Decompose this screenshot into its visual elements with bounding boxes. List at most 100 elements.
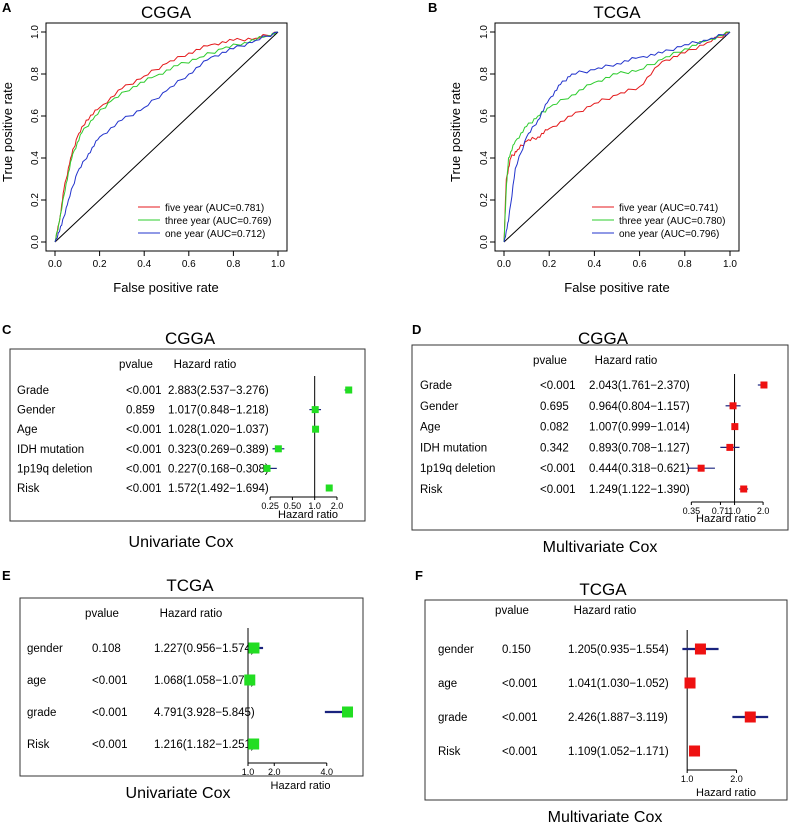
row-hazard-ratio-text: 1.041(1.030−1.052) <box>568 678 669 690</box>
row-hazard-ratio-text: 1.249(1.122−1.390) <box>589 484 690 496</box>
x-tick-label: 1.0 <box>242 767 255 777</box>
row-variable-name: Age <box>17 424 37 436</box>
x-tick-label: 0.8 <box>678 259 692 270</box>
panel-e-letter: E <box>2 568 11 583</box>
panel-b-letter: B <box>428 0 437 15</box>
x-tick-label: 0.50 <box>284 501 302 511</box>
hazard-ratio-marker <box>345 386 353 394</box>
panel-e-title: TCGA <box>166 576 214 595</box>
x-tick-label: 1.0 <box>681 774 694 784</box>
hazard-ratio-marker <box>311 406 319 414</box>
column-header-pvalue: pvalue <box>533 355 567 367</box>
row-pvalue: 0.082 <box>540 422 569 434</box>
row-variable-name: Risk <box>420 484 443 496</box>
diagonal-reference-line <box>54 31 279 243</box>
row-hazard-ratio-text: 1.205(0.935−1.554) <box>568 644 669 656</box>
x-tick-label: 0.4 <box>587 259 601 270</box>
x-tick-label: 0.0 <box>48 259 62 270</box>
hazard-ratio-marker <box>263 464 271 472</box>
row-variable-name: Grade <box>17 385 49 397</box>
y-tick-label: 0.8 <box>30 67 41 81</box>
roc-curve-five <box>54 31 279 243</box>
roc-curve-three <box>54 31 278 243</box>
hazard-ratio-marker <box>312 425 320 433</box>
roc-plot-tcga: 0.0 0.2 0.4 0.6 0.8 1.0 0.0 0.2 0.4 0.6 0.8 1.0 five… <box>479 22 740 270</box>
x-tick-label: 2.0 <box>757 506 770 516</box>
column-header-pvalue: pvalue <box>119 359 153 371</box>
row-hazard-ratio-text: 1.109(1.052−1.171) <box>568 746 669 758</box>
panel-e-caption: Univariate Cox <box>126 785 231 802</box>
legend-label: five year (AUC=0.741) <box>619 203 718 214</box>
panel-b-ylabel: True positive rate <box>448 82 463 182</box>
row-variable-name: age <box>27 675 46 687</box>
x-axis-label: Hazard ratio <box>696 787 756 799</box>
x-tick-label: 1.0 <box>723 259 737 270</box>
y-tick-label: 0.6 <box>479 109 490 123</box>
row-variable-name: Risk <box>27 739 50 751</box>
x-tick-label: 1.0 <box>728 506 741 516</box>
row-variable-name: Grade <box>420 380 452 392</box>
plot-frame <box>494 22 740 252</box>
row-pvalue: 0.859 <box>126 405 155 417</box>
diagonal-reference-line <box>503 31 731 243</box>
row-hazard-ratio-text: 0.444(0.318−0.621) <box>589 463 690 475</box>
panel-d-letter: D <box>412 322 421 337</box>
row-hazard-ratio-text: 0.323(0.269−0.389) <box>168 444 269 456</box>
x-tick-label: 0.2 <box>93 259 107 270</box>
hazard-ratio-marker <box>694 643 706 655</box>
row-hazard-ratio-text: 0.964(0.804−1.157) <box>589 401 690 413</box>
x-axis-label: Hazard ratio <box>696 513 756 525</box>
row-variable-name: Gender <box>17 405 56 417</box>
row-hazard-ratio-text: 0.893(0.708−1.127) <box>589 442 690 454</box>
hazard-ratio-marker <box>731 423 739 431</box>
panel-d-caption: Multivariate Cox <box>543 539 658 556</box>
row-pvalue: <0.001 <box>502 746 538 758</box>
panel-c-letter: C <box>2 322 12 337</box>
row-pvalue: <0.001 <box>540 463 576 475</box>
column-header-pvalue: pvalue <box>495 605 529 617</box>
hazard-ratio-marker <box>325 484 333 492</box>
row-hazard-ratio-text: 4.791(3.928−5.845) <box>154 707 255 719</box>
row-hazard-ratio-text: 1.007(0.999−1.014) <box>589 422 690 434</box>
x-tick-label: 2.0 <box>730 774 743 784</box>
row-variable-name: gender <box>438 644 474 656</box>
legend-label: one year (AUC=0.712) <box>165 229 265 240</box>
row-variable-name: Age <box>420 422 440 434</box>
panel-b-title: TCGA <box>593 3 641 22</box>
row-hazard-ratio-text: 1.068(1.058−1.078) <box>154 675 255 687</box>
panel-c-frame <box>9 348 366 522</box>
row-variable-name: gender <box>27 643 63 655</box>
row-pvalue: 0.108 <box>92 643 121 655</box>
legend-label: three year (AUC=0.769) <box>165 216 271 227</box>
y-tick-label: 1.0 <box>479 25 490 39</box>
legend-label: five year (AUC=0.781) <box>165 203 264 214</box>
row-pvalue: <0.001 <box>502 678 538 690</box>
column-header-hazard-ratio: Hazard ratio <box>595 355 658 367</box>
roc-curve-one <box>503 31 731 243</box>
hazard-ratio-marker <box>726 443 734 451</box>
y-tick-label: 1.0 <box>30 25 41 39</box>
y-tick-label: 0.4 <box>479 151 490 165</box>
row-hazard-ratio-text: 1.028(1.020−1.037) <box>168 424 269 436</box>
panel-c: C CGGA pvalue Hazard ratio Grade <0.001 2.88… <box>2 322 366 551</box>
panel-a-title: CGGA <box>141 3 192 22</box>
row-variable-name: 1p19q deletion <box>17 463 92 475</box>
row-hazard-ratio-text: 1.227(0.956−1.574) <box>154 643 255 655</box>
panel-c-title: CGGA <box>165 329 216 348</box>
roc-curve-three <box>503 31 730 243</box>
panel-a-xlabel: False positive rate <box>113 280 219 295</box>
hazard-ratio-marker <box>697 464 705 472</box>
x-tick-label: 0.8 <box>226 259 240 270</box>
y-tick-label: 0.0 <box>30 235 41 249</box>
row-pvalue: <0.001 <box>92 739 128 751</box>
x-tick-label: 0.35 <box>683 506 701 516</box>
row-hazard-ratio-text: 2.426(1.887−3.119) <box>568 712 668 724</box>
y-tick-label: 0.2 <box>479 193 490 207</box>
row-variable-name: 1p19q deletion <box>420 463 495 475</box>
x-tick-label: 1.0 <box>308 501 321 511</box>
forest-plot-cgga-multivariate: pvalue Hazard ratio Grade <0.001 2.043(1.761… <box>420 355 769 525</box>
panel-e: E TCGA pvalue Hazard ratio gender 0.108 1.22… <box>2 568 364 802</box>
x-axis-label: Hazard ratio <box>278 509 338 521</box>
x-tick-label: 0.6 <box>633 259 647 270</box>
